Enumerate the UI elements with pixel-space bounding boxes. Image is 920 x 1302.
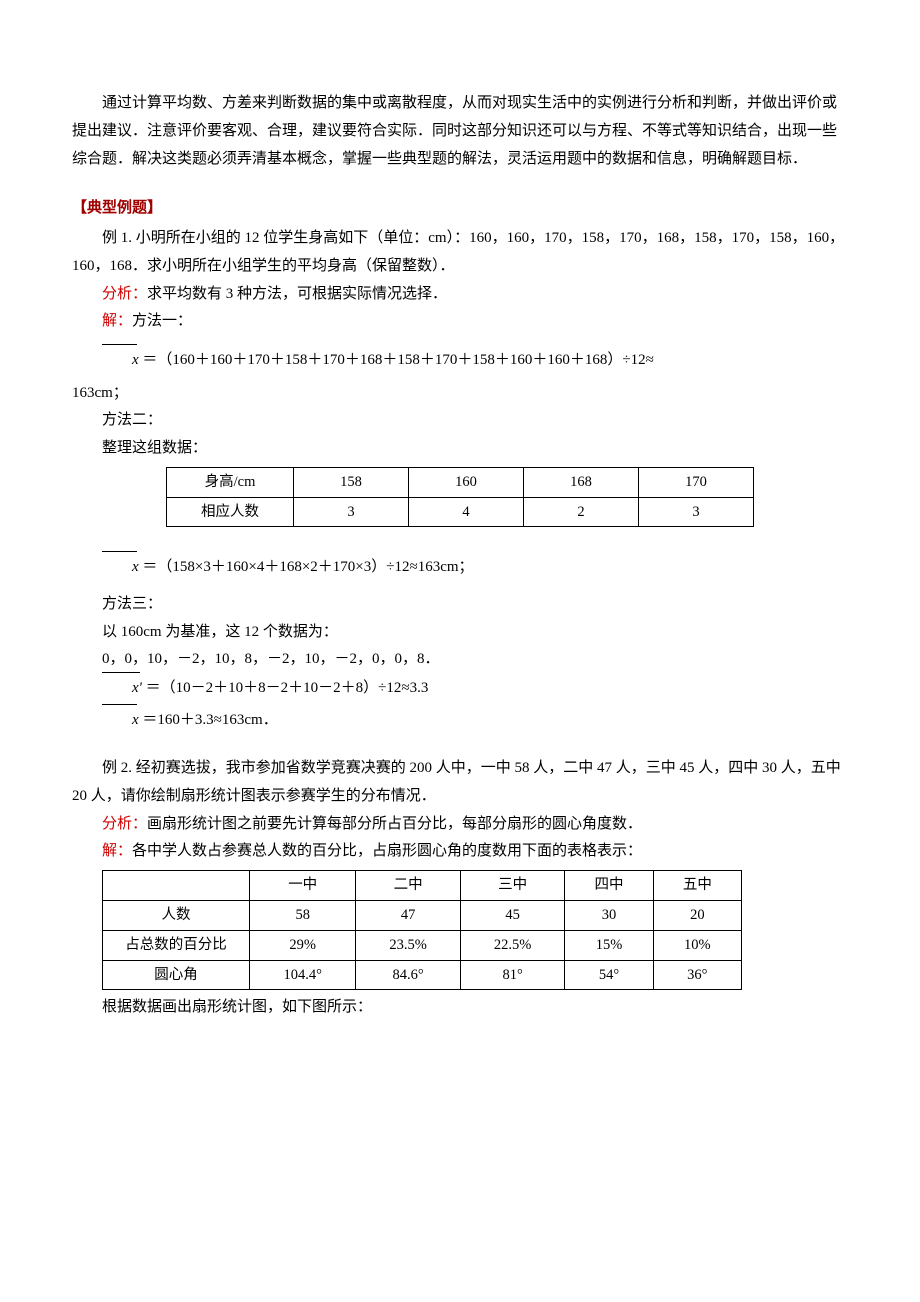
t2-r1-5: 20 [653, 900, 741, 930]
analysis-label: 分析： [102, 816, 147, 832]
t1-r2-1: 3 [294, 497, 409, 527]
t2-r3-5: 36° [653, 960, 741, 990]
method1-label: 方法一： [132, 313, 192, 329]
t2-r0-0 [103, 871, 250, 901]
t2-r3-2: 84.6° [356, 960, 461, 990]
ex2-solution: 解：各中学人数占参赛总人数的百分比，占扇形圆心角的度数用下面的表格表示： [72, 838, 848, 866]
t2-r2-5: 10% [653, 930, 741, 960]
method1-expr: x ＝（160＋160＋170＋158＋170＋168＋158＋170＋158＋… [72, 346, 848, 374]
solution-label: 解： [102, 313, 132, 329]
examples-header: 【典型例题】 [72, 195, 848, 223]
table-row: 相应人数 3 4 2 3 [167, 497, 754, 527]
t2-r0-2: 二中 [356, 871, 461, 901]
ex2-title: 例 2. 经初赛选拔，我市参加省数学竞赛决赛的 200 人中，一中 58 人，二… [72, 755, 848, 811]
ex1-analysis: 分析：求平均数有 3 种方法，可根据实际情况选择． [72, 281, 848, 309]
t1-r2-2: 4 [409, 497, 524, 527]
t2-r0-1: 一中 [250, 871, 356, 901]
intro-paragraph: 通过计算平均数、方差来判断数据的集中或离散程度，从而对现实生活中的实例进行分析和… [72, 90, 848, 173]
heights-table: 身高/cm 158 160 168 170 相应人数 3 4 2 3 [166, 467, 754, 528]
method3-label: 方法三： [72, 591, 848, 619]
xbar-prime-icon: x' [102, 674, 142, 702]
ex2-title-body: 经初赛选拔，我市参加省数学竞赛决赛的 200 人中，一中 58 人，二中 47 … [72, 760, 841, 804]
t2-r1-1: 58 [250, 900, 356, 930]
t2-r0-4: 四中 [565, 871, 653, 901]
method3-expr1-body: ＝（10－2＋10＋8－2＋10－2＋8）÷12≈3.3 [142, 680, 428, 696]
t1-r2-3: 2 [524, 497, 639, 527]
t2-r3-1: 104.4° [250, 960, 356, 990]
schools-table: 一中 二中 三中 四中 五中 人数 58 47 45 30 20 占总数的百分比… [102, 870, 742, 990]
method3-line2: 0，0，10，－2，10，8，－2，10，－2，0，0，8． [72, 646, 848, 674]
analysis-body: 求平均数有 3 种方法，可根据实际情况选择． [147, 286, 447, 302]
analysis-body: 画扇形统计图之前要先计算每部分所占百分比，每部分扇形的圆心角度数． [147, 816, 642, 832]
t2-r2-1: 29% [250, 930, 356, 960]
ex1-solution-start: 解：方法一： [72, 308, 848, 336]
t2-r2-0: 占总数的百分比 [103, 930, 250, 960]
t1-h0: 身高/cm [167, 467, 294, 497]
t1-h3: 168 [524, 467, 639, 497]
t2-r2-4: 15% [565, 930, 653, 960]
table-row: 人数 58 47 45 30 20 [103, 900, 742, 930]
method3-expr2: x ＝160＋3.3≈163cm． [72, 706, 848, 734]
ex2-analysis: 分析：画扇形统计图之前要先计算每部分所占百分比，每部分扇形的圆心角度数． [72, 811, 848, 839]
method3-expr2-body: ＝160＋3.3≈163cm． [139, 712, 278, 728]
method2-label: 方法二： [72, 407, 848, 435]
method3-line1: 以 160cm 为基准，这 12 个数据为： [72, 619, 848, 647]
t1-h2: 160 [409, 467, 524, 497]
t2-r1-0: 人数 [103, 900, 250, 930]
table-row: 圆心角 104.4° 84.6° 81° 54° 36° [103, 960, 742, 990]
t2-r1-3: 45 [460, 900, 565, 930]
method1-body: ＝（160＋160＋170＋158＋170＋168＋158＋170＋158＋16… [139, 352, 654, 368]
t2-r3-0: 圆心角 [103, 960, 250, 990]
solution-body: 各中学人数占参赛总人数的百分比，占扇形圆心角的度数用下面的表格表示： [132, 843, 642, 859]
t2-r0-3: 三中 [460, 871, 565, 901]
t2-r2-2: 23.5% [356, 930, 461, 960]
solution-label: 解： [102, 843, 132, 859]
table-row: 占总数的百分比 29% 23.5% 22.5% 15% 10% [103, 930, 742, 960]
t2-r0-5: 五中 [653, 871, 741, 901]
method2-intro: 整理这组数据： [72, 435, 848, 463]
table-row: 一中 二中 三中 四中 五中 [103, 871, 742, 901]
t2-r1-2: 47 [356, 900, 461, 930]
analysis-label: 分析： [102, 286, 147, 302]
t1-h1: 158 [294, 467, 409, 497]
t2-r3-3: 81° [460, 960, 565, 990]
method3-expr1: x' ＝（10－2＋10＋8－2＋10－2＋8）÷12≈3.3 [72, 674, 848, 702]
xbar-icon: x [102, 346, 139, 374]
table-row: 身高/cm 158 160 168 170 [167, 467, 754, 497]
t2-r2-3: 22.5% [460, 930, 565, 960]
method1-result: 163cm； [72, 380, 848, 408]
ex2-title-prefix: 例 2. [102, 760, 132, 776]
xbar-icon: x [102, 553, 139, 581]
t2-r3-4: 54° [565, 960, 653, 990]
ex2-footer: 根据数据画出扇形统计图，如下图所示： [72, 994, 848, 1022]
t1-h4: 170 [639, 467, 754, 497]
t1-r2-4: 3 [639, 497, 754, 527]
t1-r2-0: 相应人数 [167, 497, 294, 527]
xbar-icon: x [102, 706, 139, 734]
method2-expr: x ＝（158×3＋160×4＋168×2＋170×3）÷12≈163cm； [72, 553, 848, 581]
ex1-title-body: 小明所在小组的 12 位学生身高如下（单位：cm）：160，160，170，15… [72, 230, 844, 274]
ex1-title-prefix: 例 1. [102, 230, 132, 246]
ex1-title: 例 1. 小明所在小组的 12 位学生身高如下（单位：cm）：160，160，1… [72, 225, 848, 281]
method2-body: ＝（158×3＋160×4＋168×2＋170×3）÷12≈163cm； [139, 559, 474, 575]
t2-r1-4: 30 [565, 900, 653, 930]
